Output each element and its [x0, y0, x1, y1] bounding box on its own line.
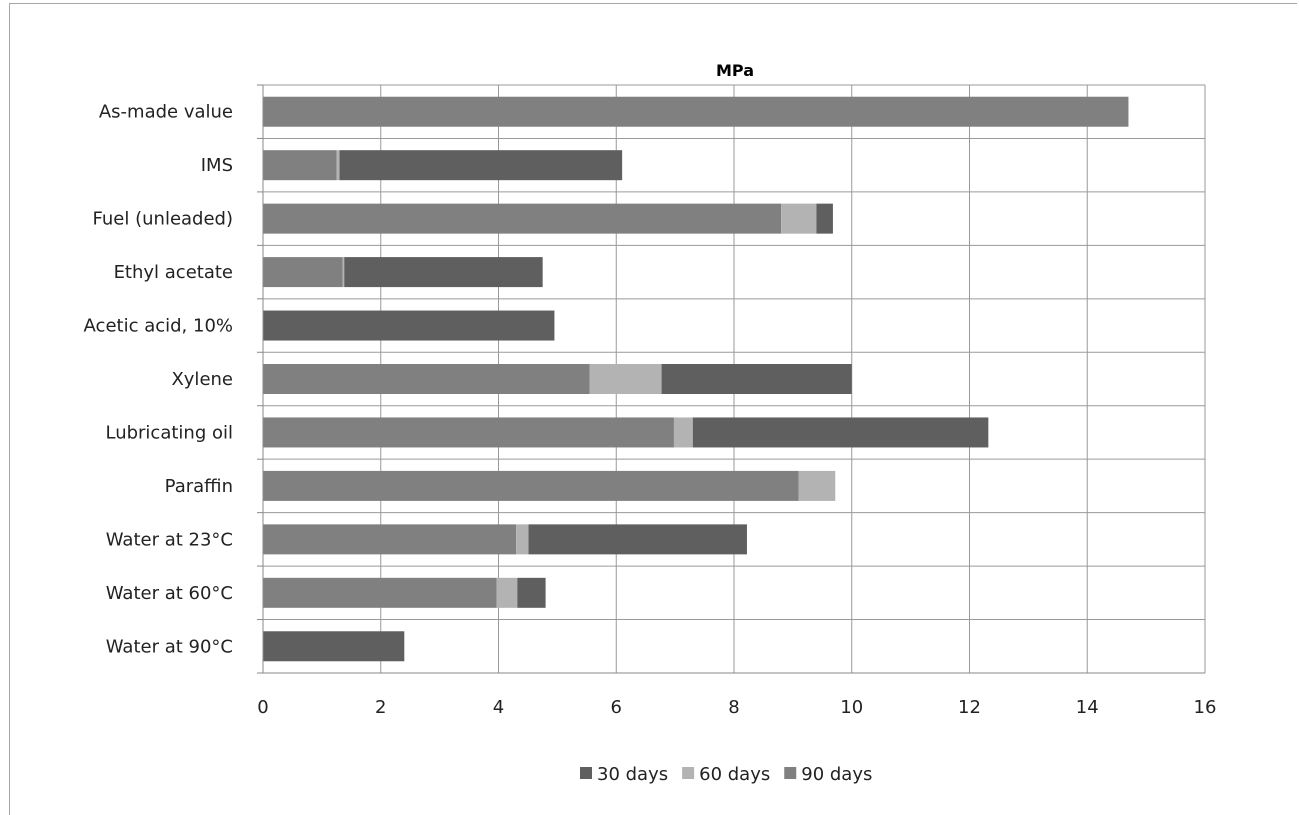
bar-segment	[673, 417, 693, 448]
category-label: IMS	[201, 155, 233, 176]
x-tick-label: 8	[728, 697, 739, 718]
category-label: Acetic acid, 10%	[84, 316, 233, 337]
bar-segment	[816, 203, 833, 234]
axes	[257, 84, 1205, 674]
bar-segment	[336, 150, 340, 181]
category-label: As-made value	[99, 102, 233, 123]
legend-label: 60 days	[699, 764, 770, 785]
legend-label: 90 days	[801, 764, 872, 785]
bar-segment	[517, 577, 546, 608]
legend-label: 30 days	[597, 764, 668, 785]
bar-segment	[263, 577, 497, 608]
bar-segment	[263, 417, 674, 448]
bar-segment	[342, 257, 345, 288]
bar-segment	[263, 96, 1129, 127]
legend: 30 days 60 days 90 days	[580, 764, 872, 785]
bar-segment	[263, 257, 343, 288]
chart-frame	[9, 3, 1297, 815]
category-label: Water at 90°C	[106, 636, 233, 657]
bar-segment	[344, 257, 543, 288]
x-tick-label: 12	[958, 697, 981, 718]
bar-segment	[798, 470, 836, 501]
x-tick-label: 2	[375, 697, 386, 718]
bar-segment	[263, 310, 555, 341]
bar-segment	[516, 524, 529, 555]
bar-segment	[263, 150, 337, 181]
legend-swatch	[580, 767, 592, 779]
bar-segment	[263, 524, 517, 555]
category-label: Ethyl acetate	[114, 262, 233, 283]
x-tick-labels: 0 2 4 6 8 10 12 14 16	[257, 697, 1216, 718]
bar-segment	[263, 631, 405, 662]
category-label: Paraffin	[165, 476, 233, 497]
category-label: Water at 60°C	[106, 583, 233, 604]
bar-segment	[692, 417, 989, 448]
x-tick-label: 0	[257, 697, 268, 718]
bar-segment	[339, 150, 623, 181]
bar-segment	[263, 203, 782, 234]
category-label: Fuel (unleaded)	[93, 209, 233, 230]
category-label: Xylene	[171, 369, 233, 390]
bar-segment	[589, 364, 662, 394]
category-labels: As-made value IMS Fuel (unleaded) Ethyl ace…	[84, 102, 233, 658]
bar-segment	[496, 577, 518, 608]
bar-segment	[528, 524, 747, 555]
x-tick-label: 10	[840, 697, 863, 718]
chart-title: MPa	[716, 61, 754, 80]
category-label: Water at 23°C	[106, 529, 233, 550]
bar-segment	[263, 470, 799, 501]
bar-segment	[661, 364, 852, 394]
x-tick-label: 14	[1076, 697, 1099, 718]
x-tick-label: 16	[1194, 697, 1217, 718]
x-tick-label: 4	[493, 697, 504, 718]
category-label: Lubricating oil	[105, 422, 233, 443]
x-tick-label: 6	[611, 697, 622, 718]
legend-swatch	[682, 767, 695, 779]
legend-swatch	[784, 767, 797, 779]
bar-segment	[263, 364, 590, 394]
bar-segment	[781, 203, 817, 234]
bars	[263, 96, 1129, 662]
